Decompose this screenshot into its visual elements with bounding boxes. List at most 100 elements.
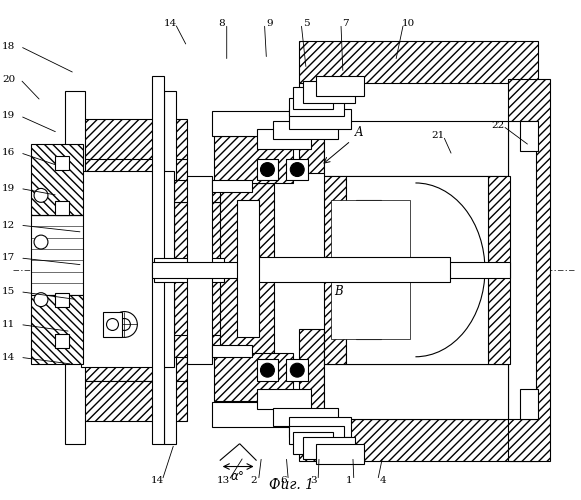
Text: 3: 3 [310, 476, 317, 485]
Text: 8: 8 [218, 19, 225, 28]
Circle shape [260, 363, 274, 377]
Bar [31, 294, 83, 364]
Bar [174, 336, 224, 357]
Text: B: B [335, 285, 343, 298]
Bar [289, 109, 351, 129]
Text: 14: 14 [150, 476, 164, 485]
Bar [488, 176, 510, 364]
Circle shape [106, 318, 119, 330]
Text: 14: 14 [163, 19, 177, 28]
Bar [31, 215, 83, 294]
Bar [220, 184, 274, 354]
Circle shape [260, 162, 274, 176]
Text: Фиг. 1: Фиг. 1 [269, 478, 314, 492]
Bar [324, 364, 508, 419]
Bar [212, 346, 252, 358]
Bar [154, 258, 224, 282]
Circle shape [290, 363, 304, 377]
Text: 22: 22 [492, 122, 504, 130]
Bar [299, 419, 537, 461]
Bar [289, 98, 344, 116]
Text: $\alpha°$: $\alpha°$ [231, 470, 245, 483]
Bar [299, 83, 324, 172]
Text: 10: 10 [402, 19, 415, 28]
Text: 5: 5 [303, 19, 310, 28]
Bar [55, 202, 69, 215]
Bar [299, 42, 537, 83]
Text: 19: 19 [2, 112, 15, 120]
Bar [299, 330, 324, 419]
Bar [257, 158, 278, 180]
Bar [55, 334, 69, 348]
Bar [520, 121, 537, 150]
Bar [316, 444, 364, 464]
Text: 11: 11 [2, 320, 15, 329]
Bar [289, 426, 344, 444]
Circle shape [34, 235, 48, 249]
Text: 20: 20 [2, 74, 15, 84]
Text: A: A [354, 126, 363, 140]
Bar [152, 76, 164, 444]
Bar [257, 389, 311, 409]
Bar [187, 176, 212, 364]
Bar [324, 121, 508, 176]
Circle shape [34, 292, 48, 306]
Text: 21: 21 [432, 132, 445, 140]
Bar [257, 360, 278, 381]
Bar [274, 408, 338, 426]
Bar [286, 158, 308, 180]
Bar [293, 87, 333, 109]
Text: 15: 15 [2, 287, 15, 296]
Bar [346, 176, 488, 364]
Bar [214, 354, 293, 401]
Bar [257, 257, 450, 282]
Text: 12: 12 [2, 220, 15, 230]
Bar [324, 176, 346, 364]
Text: 16: 16 [2, 148, 15, 157]
Bar [68, 119, 187, 158]
Text: 6: 6 [280, 476, 286, 485]
Text: 19: 19 [2, 184, 15, 193]
Bar [81, 170, 174, 367]
Bar [152, 262, 510, 278]
Bar [257, 129, 311, 148]
Text: 9: 9 [266, 19, 272, 28]
Bar [508, 121, 536, 419]
Bar [236, 200, 259, 338]
Bar [65, 91, 85, 444]
Bar [212, 402, 306, 427]
Circle shape [34, 188, 48, 202]
Bar [174, 180, 224, 203]
Text: 17: 17 [2, 254, 15, 262]
Bar [103, 312, 123, 338]
Circle shape [119, 318, 130, 330]
Polygon shape [356, 200, 381, 340]
Text: 7: 7 [343, 19, 349, 28]
Bar [303, 81, 355, 103]
Bar [174, 202, 224, 338]
Bar [274, 121, 338, 139]
Bar [68, 381, 187, 421]
Bar [212, 111, 306, 136]
Text: 4: 4 [379, 476, 386, 485]
Text: 1: 1 [346, 476, 352, 485]
Bar [316, 76, 364, 96]
Bar [286, 360, 308, 381]
Circle shape [112, 312, 137, 338]
Bar [508, 79, 550, 460]
Bar [331, 200, 410, 340]
Bar [214, 136, 293, 184]
Circle shape [290, 162, 304, 176]
Bar [212, 180, 252, 192]
Text: 18: 18 [2, 42, 15, 51]
Text: 14: 14 [2, 353, 15, 362]
Bar [303, 436, 355, 458]
Bar [31, 144, 83, 215]
Bar [520, 389, 537, 419]
Bar [293, 432, 333, 454]
Text: 13: 13 [217, 476, 231, 485]
Bar [55, 292, 69, 306]
Bar [289, 417, 351, 436]
Bar [55, 156, 69, 170]
Bar [164, 91, 176, 444]
